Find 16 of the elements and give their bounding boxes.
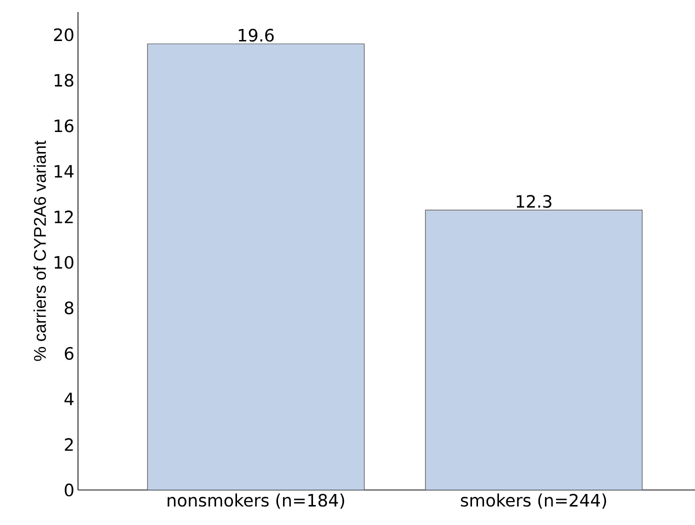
y-tick-label: 10 — [54, 256, 74, 269]
x-tick-label: nonsmokers (n=184) — [168, 494, 344, 509]
y-tick-label: 18 — [54, 74, 74, 87]
y-tick-label: 2 — [64, 438, 73, 451]
y-tick-label: 8 — [64, 301, 74, 314]
y-axis-title: % carriers of CYP2A6 variant — [33, 140, 46, 361]
y-tick-label: 4 — [64, 392, 74, 406]
y-tick-label: 16 — [54, 119, 74, 132]
y-tick-label: 14 — [54, 165, 74, 178]
data-label: 12.3 — [516, 194, 552, 208]
x-tick-label: smokers (n=244) — [460, 494, 606, 509]
y-tick-label: 12 — [54, 210, 73, 224]
y-tick-label: 20 — [54, 28, 74, 42]
y-tick-label: 6 — [64, 346, 74, 360]
y-tick-label: 0 — [64, 484, 74, 496]
data-label: 19.6 — [238, 28, 274, 42]
